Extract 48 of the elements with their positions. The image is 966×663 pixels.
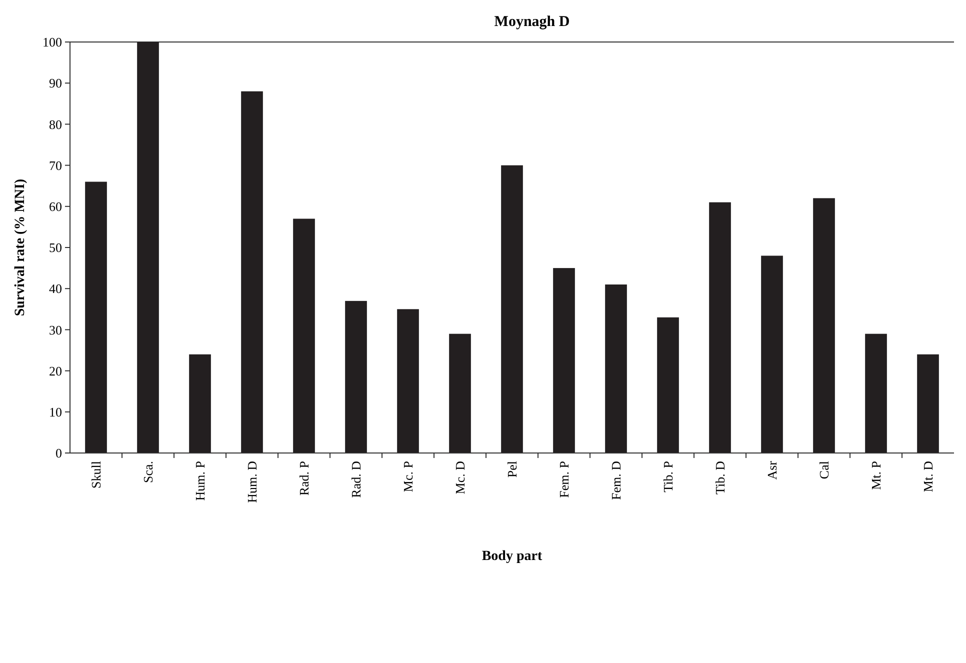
y-tick-label: 30 bbox=[49, 322, 62, 338]
bar bbox=[345, 300, 367, 453]
y-tick-label: 60 bbox=[49, 198, 62, 214]
x-tick-label: Mt. D bbox=[920, 461, 936, 492]
x-tick-label: Rad. P bbox=[296, 461, 312, 496]
chart-title: Moynagh D bbox=[494, 14, 570, 30]
bar bbox=[917, 354, 939, 453]
y-tick-label: 80 bbox=[49, 116, 62, 132]
x-tick-label: Hum. D bbox=[244, 461, 260, 503]
x-tick-label: Tib. P bbox=[660, 461, 676, 492]
bar bbox=[449, 334, 471, 453]
y-tick-label: 40 bbox=[49, 281, 62, 296]
y-tick-label: 100 bbox=[42, 34, 62, 50]
y-tick-label: 0 bbox=[56, 446, 62, 461]
bar bbox=[397, 309, 419, 453]
bar bbox=[709, 202, 731, 453]
bar bbox=[293, 218, 315, 453]
bar bbox=[657, 317, 679, 453]
y-axis-title: Survival rate (% MNI) bbox=[13, 178, 28, 316]
bar bbox=[605, 284, 627, 453]
x-tick-label: Asr bbox=[764, 460, 780, 480]
bar bbox=[85, 182, 107, 453]
y-tick-label: 70 bbox=[49, 158, 62, 173]
y-tick-label: 90 bbox=[49, 76, 62, 91]
bar bbox=[553, 268, 575, 453]
x-tick-label: Fem. P bbox=[556, 461, 572, 498]
bar bbox=[189, 354, 211, 453]
x-tick-label: Cal bbox=[816, 460, 832, 480]
bar bbox=[865, 334, 887, 453]
x-tick-label: Fem. D bbox=[608, 461, 624, 500]
x-tick-label: Tib. D bbox=[712, 461, 728, 494]
y-tick-label: 50 bbox=[49, 240, 62, 256]
x-tick-label: Mc. P bbox=[400, 461, 416, 492]
y-tick-label: 10 bbox=[49, 404, 62, 420]
x-tick-label: Mc. D bbox=[452, 461, 468, 494]
y-tick-label: 20 bbox=[49, 363, 62, 378]
bar bbox=[761, 256, 783, 453]
bar bbox=[241, 91, 263, 453]
x-axis-title: Body part bbox=[482, 549, 542, 564]
x-tick-label: Skull bbox=[88, 460, 104, 488]
bar bbox=[137, 42, 159, 453]
x-tick-label: Mt. P bbox=[868, 461, 884, 490]
bar bbox=[813, 198, 835, 453]
bar bbox=[501, 165, 523, 453]
x-tick-label: Rad. D bbox=[348, 461, 364, 498]
x-tick-label: Pel bbox=[504, 460, 520, 478]
x-tick-label: Hum. P bbox=[192, 461, 208, 501]
x-tick-label: Sca. bbox=[140, 461, 156, 484]
